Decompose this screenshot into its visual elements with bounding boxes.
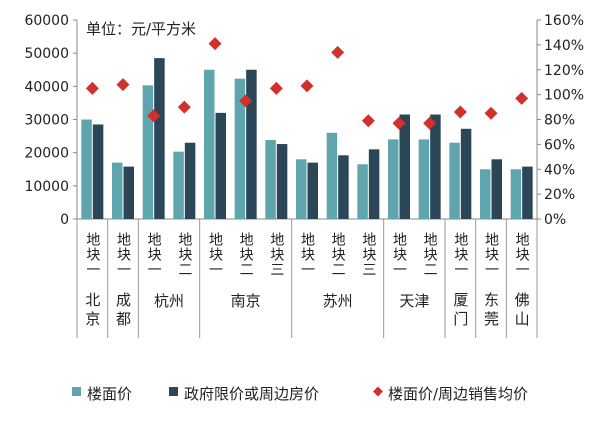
category-plot-label: 地块二: [422, 232, 438, 277]
right-tick-label: 120%: [544, 63, 584, 79]
right-tick-label: 100%: [544, 88, 584, 104]
ratio-marker: [361, 114, 375, 128]
city-label: 苏州: [323, 292, 353, 310]
ratio-marker: [85, 81, 99, 95]
category-plot-label: 地块二: [176, 232, 192, 277]
right-tick-label: 160%: [544, 13, 584, 29]
bar-floor-price: [234, 78, 246, 219]
category-plot-label: 地块一: [391, 232, 407, 277]
bar-floor-price: [326, 132, 338, 219]
right-tick-label: 20%: [544, 187, 575, 203]
category-plot-label: 地块一: [483, 232, 499, 277]
unit-annotation: 单位：元/平方米: [86, 20, 196, 38]
bar-floor-price: [204, 69, 215, 219]
bar-limit-price: [215, 112, 226, 219]
category-plot-label: 地块一: [299, 232, 315, 277]
legend-swatch-ratio: [373, 386, 383, 397]
bar-limit-price: [307, 162, 318, 219]
bar-floor-price: [265, 140, 276, 219]
category-plot-label: 地块一: [146, 232, 162, 277]
bar-limit-price: [368, 149, 380, 219]
bar-floor-price: [510, 169, 522, 219]
bar-limit-price: [184, 142, 196, 219]
left-tick-label: 0: [60, 212, 69, 228]
ratio-marker: [515, 91, 529, 105]
bar-limit-price: [399, 114, 410, 219]
left-tick-label: 40000: [24, 79, 69, 95]
bar-floor-price: [142, 85, 154, 219]
city-label: 厦门: [451, 292, 469, 330]
ratio-marker: [331, 45, 345, 59]
ratio-marker: [392, 116, 406, 130]
category-plot-label: 地块二: [330, 232, 346, 277]
bar-limit-price: [338, 155, 349, 219]
legend-swatch-limit-price: [169, 387, 178, 396]
left-tick-label: 60000: [24, 13, 69, 29]
bar-limit-price: [430, 114, 441, 219]
category-plot-label: 地块三: [268, 232, 284, 277]
category-plot-label: 地块一: [84, 232, 100, 277]
bar-limit-price: [491, 159, 502, 219]
right-tick-label: 0%: [544, 212, 566, 228]
bar-floor-price: [418, 139, 430, 219]
bar-limit-price: [522, 166, 533, 219]
bar-limit-price: [92, 124, 104, 219]
bar-floor-price: [357, 164, 368, 219]
legend-label: 政府限价或周边房价: [184, 385, 319, 403]
ratio-marker: [300, 79, 314, 93]
bar-floor-price: [173, 151, 184, 219]
ratio-marker: [208, 37, 222, 51]
legend-label: 楼面价: [87, 385, 132, 403]
city-label: 南京: [231, 292, 261, 310]
left-tick-label: 30000: [24, 113, 69, 129]
bar-floor-price: [449, 142, 460, 219]
city-label: 佛山: [513, 292, 531, 330]
category-plot-label: 地块三: [360, 232, 376, 277]
right-tick-label: 40%: [544, 162, 575, 178]
bar-floor-price: [480, 169, 491, 219]
bar-limit-price: [123, 166, 134, 219]
category-plot-label: 地块一: [452, 232, 468, 277]
city-label: 东莞: [482, 292, 500, 330]
ratio-marker: [177, 100, 191, 114]
left-tick-label: 50000: [24, 46, 69, 62]
city-label: 天津: [399, 292, 429, 310]
right-tick-label: 80%: [544, 113, 575, 129]
ratio-marker: [116, 78, 130, 92]
ratio-marker: [453, 105, 467, 119]
bar-limit-price: [460, 128, 472, 219]
bar-limit-price: [276, 144, 288, 219]
legend-swatch-floor-price: [72, 387, 81, 396]
category-plot-label: 地块二: [238, 232, 254, 277]
bar-floor-price: [388, 139, 399, 219]
ratio-marker: [423, 116, 437, 130]
city-label: 杭州: [154, 292, 184, 310]
bar-floor-price: [112, 162, 123, 219]
city-label: 成都: [114, 292, 132, 330]
category-plot-label: 地块一: [514, 232, 530, 277]
bar-floor-price: [296, 159, 307, 219]
bar-limit-price: [154, 58, 165, 220]
left-tick-label: 20000: [24, 146, 69, 162]
ratio-marker: [484, 106, 498, 120]
category-plot-label: 地块一: [115, 232, 131, 277]
left-tick-label: 10000: [24, 179, 69, 195]
ratio-marker: [239, 94, 253, 108]
right-tick-label: 60%: [544, 137, 575, 153]
ratio-marker: [269, 81, 283, 95]
legend-label: 楼面价/周边销售均价: [388, 385, 528, 403]
city-label: 北京: [83, 292, 101, 330]
bar-limit-price: [246, 69, 257, 219]
bar-floor-price: [81, 119, 92, 219]
ratio-marker: [147, 109, 161, 123]
category-plot-label: 地块一: [207, 232, 223, 277]
right-tick-label: 140%: [544, 38, 584, 54]
